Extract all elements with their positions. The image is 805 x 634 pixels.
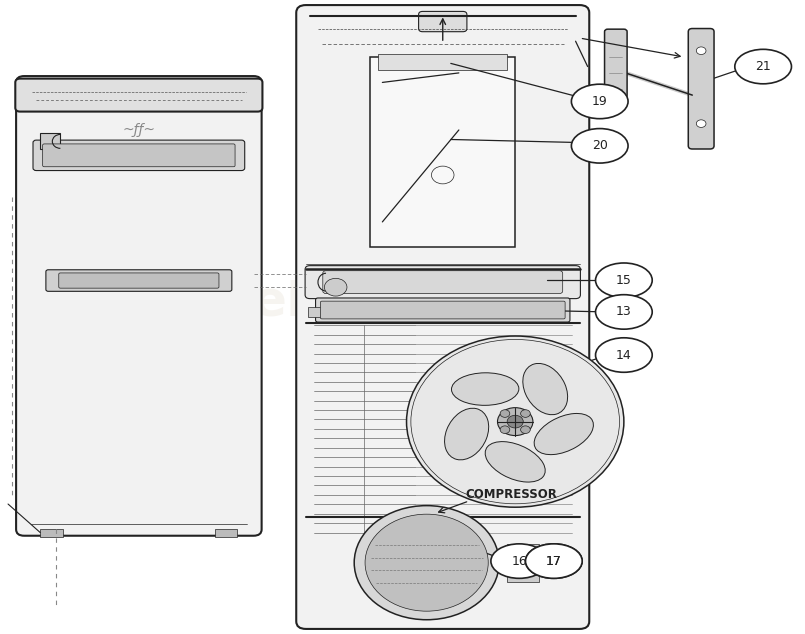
Ellipse shape — [572, 84, 628, 119]
Circle shape — [324, 278, 347, 296]
Bar — [215, 529, 237, 537]
Ellipse shape — [572, 129, 628, 163]
Text: ~ƒƒ~: ~ƒƒ~ — [122, 123, 155, 137]
Circle shape — [696, 47, 706, 55]
Circle shape — [521, 410, 530, 417]
FancyBboxPatch shape — [15, 79, 262, 112]
Circle shape — [521, 426, 530, 434]
Text: 13: 13 — [616, 306, 632, 318]
Text: 16: 16 — [511, 555, 527, 567]
Text: 20: 20 — [592, 139, 608, 152]
Bar — [378, 54, 507, 70]
FancyBboxPatch shape — [320, 301, 565, 319]
Ellipse shape — [526, 544, 582, 578]
Bar — [40, 133, 60, 149]
Circle shape — [354, 506, 499, 620]
FancyBboxPatch shape — [296, 5, 589, 629]
FancyBboxPatch shape — [688, 29, 714, 149]
Ellipse shape — [522, 363, 568, 415]
Ellipse shape — [596, 338, 652, 372]
FancyBboxPatch shape — [33, 140, 245, 171]
Circle shape — [497, 408, 533, 436]
Ellipse shape — [526, 544, 582, 578]
Ellipse shape — [596, 295, 652, 329]
FancyBboxPatch shape — [605, 29, 627, 98]
Text: 14: 14 — [616, 349, 632, 361]
Text: COMPRESSOR: COMPRESSOR — [465, 488, 557, 501]
Circle shape — [500, 426, 510, 434]
Text: ePlumbing
Parts: ePlumbing Parts — [253, 278, 552, 382]
Text: 17: 17 — [546, 555, 562, 567]
FancyBboxPatch shape — [59, 273, 219, 288]
Text: 21: 21 — [755, 60, 771, 73]
Bar — [370, 57, 515, 247]
Ellipse shape — [485, 442, 545, 482]
Circle shape — [407, 336, 624, 507]
FancyBboxPatch shape — [16, 76, 262, 536]
FancyBboxPatch shape — [43, 144, 235, 167]
Bar — [507, 544, 539, 582]
Circle shape — [365, 514, 488, 611]
FancyBboxPatch shape — [46, 270, 232, 292]
Bar — [308, 307, 324, 317]
Circle shape — [514, 548, 533, 563]
Text: 17: 17 — [546, 555, 562, 567]
FancyBboxPatch shape — [419, 11, 467, 32]
Ellipse shape — [444, 408, 489, 460]
Ellipse shape — [596, 263, 652, 297]
Circle shape — [500, 410, 510, 417]
Text: 15: 15 — [616, 274, 632, 287]
Circle shape — [696, 120, 706, 127]
Ellipse shape — [535, 413, 593, 455]
Bar — [40, 529, 63, 537]
FancyBboxPatch shape — [316, 298, 570, 322]
Ellipse shape — [735, 49, 791, 84]
FancyBboxPatch shape — [305, 266, 580, 299]
Ellipse shape — [491, 544, 547, 578]
FancyBboxPatch shape — [323, 271, 563, 294]
Ellipse shape — [452, 373, 519, 405]
Circle shape — [507, 415, 523, 428]
Text: 19: 19 — [592, 95, 608, 108]
